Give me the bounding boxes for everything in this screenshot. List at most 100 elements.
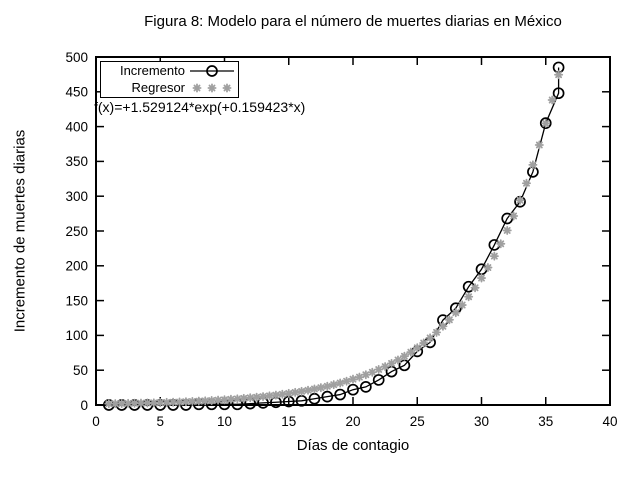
regresor-point <box>118 400 126 407</box>
regresor-point <box>336 379 344 387</box>
regresor-point <box>143 399 151 407</box>
regresor-point <box>548 96 556 104</box>
regresor-point <box>400 352 408 360</box>
regresor-point <box>169 398 177 406</box>
regresor-point <box>188 398 196 405</box>
regresor-point <box>465 293 473 301</box>
regresor-point <box>555 71 563 79</box>
y-tick-label: 200 <box>65 259 88 274</box>
regresor-point <box>156 399 164 407</box>
y-tick-label: 400 <box>65 119 88 134</box>
incremento-point <box>308 392 321 405</box>
regresor-point <box>433 328 440 336</box>
y-tick-label: 250 <box>65 224 88 239</box>
regresor-point <box>105 400 113 408</box>
regresor-point <box>439 322 447 330</box>
regresor-point <box>490 252 498 260</box>
incremento-point <box>552 87 565 100</box>
regresor-point <box>523 179 530 187</box>
regresor-point <box>227 395 235 403</box>
regresor-point <box>452 309 460 317</box>
regresor-point <box>291 388 299 396</box>
legend-entry-regresor: Regresor <box>101 80 234 96</box>
regresor-point <box>266 392 273 400</box>
x-tick-label: 40 <box>602 414 617 429</box>
regresor-point <box>208 397 216 404</box>
regresor-point <box>375 366 383 373</box>
y-tick-label: 50 <box>73 363 88 378</box>
x-tick-label: 15 <box>281 414 296 429</box>
incremento-point <box>360 381 372 393</box>
regresor-point <box>240 394 248 402</box>
regresor-point <box>355 373 363 381</box>
regresor-point <box>330 381 338 389</box>
y-tick-label: 500 <box>65 50 88 65</box>
regresor-point <box>323 382 331 390</box>
regresor-point <box>413 344 421 352</box>
regresor-point <box>246 394 254 402</box>
regresor-point <box>503 226 511 234</box>
regresor-point <box>137 399 145 407</box>
regresor-point <box>124 399 132 407</box>
legend: Incremento Regresor <box>100 61 239 98</box>
x-tick-label: 5 <box>156 414 164 429</box>
regresor-point <box>298 387 306 395</box>
x-tick-label: 35 <box>538 414 553 429</box>
regresor-point <box>478 274 485 282</box>
regresor-point <box>349 375 357 383</box>
asterisks-marker-icon <box>192 83 232 93</box>
model-equation: f(x)=+1.529124*exp(+0.159423*x) <box>94 99 306 115</box>
x-tick-label: 0 <box>92 414 100 429</box>
legend-label-incremento: Incremento <box>119 63 185 79</box>
regresor-point <box>278 390 286 398</box>
regresor-point <box>368 368 376 376</box>
regresor-point <box>381 363 389 371</box>
regresor-point <box>233 395 241 403</box>
regresor-point <box>362 371 370 379</box>
chart-title: Figura 8: Modelo para el número de muert… <box>144 13 562 30</box>
x-tick-label: 30 <box>474 414 489 429</box>
regresor-point <box>214 396 222 404</box>
regresor-point <box>484 264 492 271</box>
regresor-point <box>445 316 453 324</box>
regresor-point <box>407 348 415 356</box>
x-tick-label: 25 <box>410 414 425 429</box>
legend-entry-incremento: Incremento <box>101 63 234 79</box>
regresor-point <box>394 356 402 364</box>
y-tick-label: 0 <box>80 398 88 413</box>
regresor-point <box>471 284 479 292</box>
y-tick-label: 350 <box>65 154 88 169</box>
incremento-line <box>108 67 560 406</box>
legend-label-regresor: Regresor <box>131 79 185 95</box>
legend-asterisk <box>223 84 231 92</box>
regresor-point <box>272 391 280 399</box>
regresor-point <box>285 389 293 397</box>
regresor-point <box>131 399 138 407</box>
regresor-point <box>388 359 395 367</box>
regresor-point <box>516 196 524 204</box>
incremento-point <box>372 374 385 386</box>
legend-asterisk <box>208 84 216 92</box>
plot-border <box>95 56 611 406</box>
regresor-point <box>182 398 190 406</box>
regresor-point <box>317 384 325 392</box>
incremento-point <box>334 388 346 401</box>
regresor-point <box>163 398 171 406</box>
x-tick-label: 20 <box>345 414 360 429</box>
regresor-point <box>253 393 261 401</box>
incremento-point <box>347 383 359 396</box>
y-tick-label: 450 <box>65 85 88 100</box>
regresor-point <box>311 385 318 393</box>
regresor-point <box>510 212 518 220</box>
legend-asterisk <box>193 84 201 92</box>
regresor-point <box>150 399 158 407</box>
regresor-point <box>111 400 119 408</box>
line-circle-marker-icon <box>190 65 234 78</box>
regresor-point <box>304 386 312 394</box>
regresor-point <box>259 393 267 401</box>
incremento-point <box>539 117 552 129</box>
regresor-point <box>458 301 466 309</box>
y-tick-label: 150 <box>65 293 88 308</box>
x-axis-label: Días de contagio <box>296 437 410 454</box>
